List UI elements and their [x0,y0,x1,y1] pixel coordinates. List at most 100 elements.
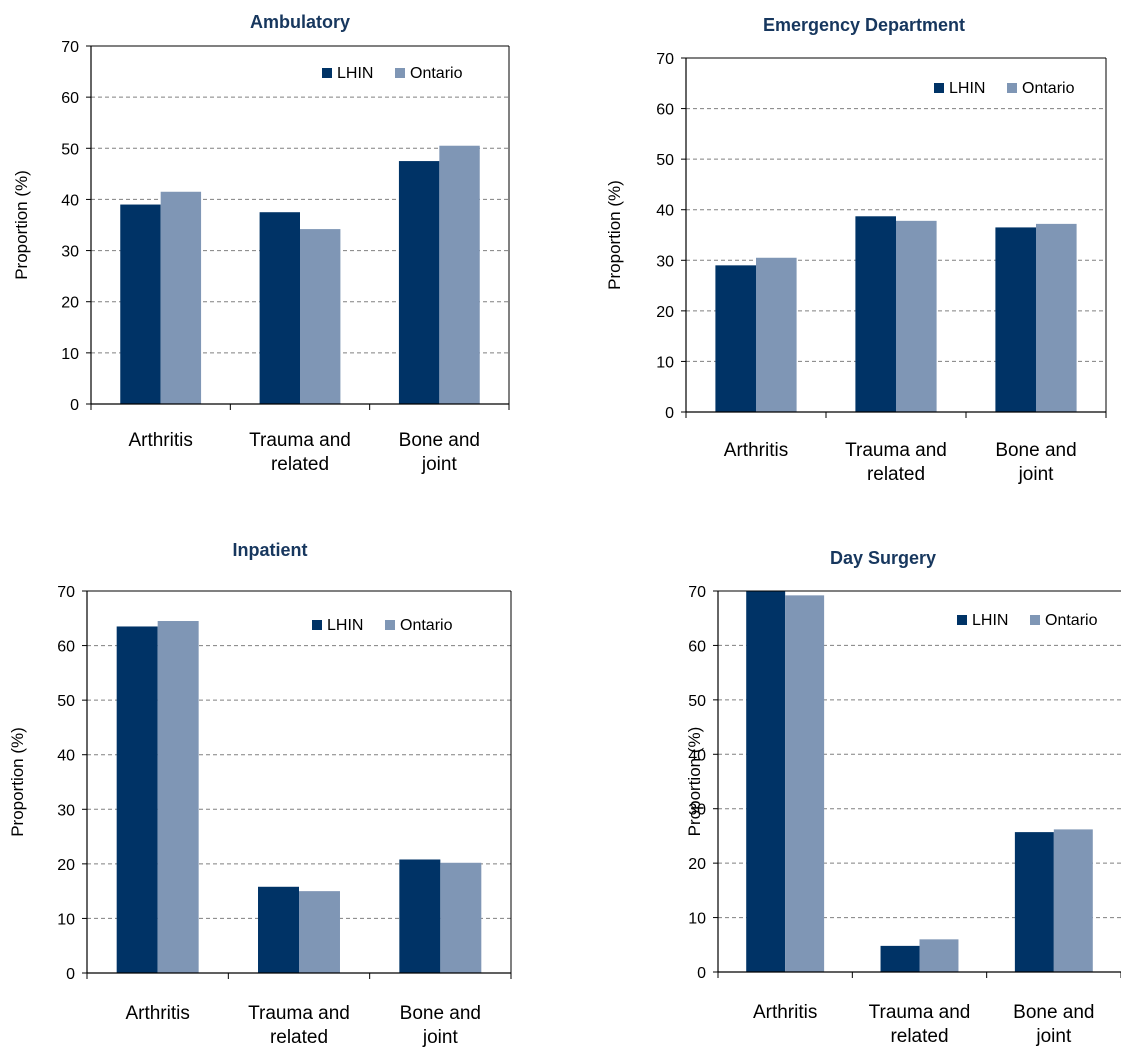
bar-ontario-0 [157,621,199,973]
legend-swatch-ontario [395,68,405,78]
chart-title: Emergency Department [763,15,965,35]
legend-swatch-lhin [934,83,944,93]
x-category-label: Trauma and related [869,1002,971,1047]
legend-swatch-lhin [957,615,967,625]
x-category-label: Arthritis [125,1003,189,1024]
bar-ontario-2 [440,862,482,973]
x-category-label: Arthritis [128,430,192,451]
chart-3: Day Surgery Proportion (%) 0 10 20 30 40 50 60 70… [685,548,1121,1047]
y-tick-label: 70 [61,39,79,56]
bar-ontario-2 [1036,223,1077,412]
bar-lhin-1 [258,886,299,973]
legend-swatch-lhin [322,68,332,78]
y-axis-label: Proportion (%) [685,727,704,837]
y-tick-label: 0 [697,965,706,982]
y-tick-label: 50 [688,693,706,710]
y-tick-label: 70 [57,584,75,601]
chart-title: Inpatient [233,540,308,560]
bar-lhin-0 [715,265,756,412]
legend-label-ontario: Ontario [400,617,453,634]
x-category-label: Trauma and related [249,430,351,475]
y-tick-label: 60 [688,638,706,655]
bar-ontario-2 [439,145,480,404]
legend: LHIN Ontario [934,80,1075,97]
y-tick-label: 60 [57,639,75,656]
legend: LHIN Ontario [957,612,1098,629]
bar-lhin-1 [259,212,300,404]
y-tick-label: 60 [656,102,674,119]
y-tick-label: 20 [688,856,706,873]
chart-title: Day Surgery [830,548,936,568]
x-category-label: Bone and joint [995,440,1076,485]
y-tick-label: 60 [61,90,79,107]
legend-label-lhin: LHIN [327,617,363,634]
chart-1: Emergency Department Proportion (%) 0 10 20 3… [605,15,1107,485]
bar-lhin-0 [120,204,161,404]
y-tick-label: 50 [57,693,75,710]
y-tick-label: 20 [61,295,79,312]
legend-label-ontario: Ontario [1022,80,1075,97]
y-tick-label: 70 [688,584,706,601]
y-tick-label: 50 [61,141,79,158]
legend-swatch-lhin [312,620,322,630]
bar-lhin-0 [746,591,786,972]
y-axis-label: Proportion (%) [12,170,31,280]
y-axis-label: Proportion (%) [605,180,624,290]
y-tick-label: 10 [688,911,706,928]
x-category-label: Bone and joint [1013,1002,1094,1047]
legend-swatch-ontario [1007,83,1017,93]
legend-swatch-ontario [385,620,395,630]
y-tick-label: 40 [688,747,706,764]
y-tick-label: 10 [61,346,79,363]
x-category-label: Arthritis [753,1002,817,1023]
y-tick-label: 0 [665,405,674,422]
y-tick-label: 20 [57,857,75,874]
bar-lhin-2 [1014,832,1054,972]
legend: LHIN Ontario [322,65,463,82]
x-category-label: Bone and joint [400,1003,481,1048]
x-category-label: Bone and joint [399,430,480,475]
y-tick-label: 40 [61,192,79,209]
y-tick-label: 30 [656,253,674,270]
y-tick-label: 50 [656,152,674,169]
legend-label-lhin: LHIN [337,65,373,82]
bar-ontario-0 [756,257,797,412]
y-tick-label: 10 [656,354,674,371]
bar-lhin-0 [116,626,158,973]
chart-0: Ambulatory Proportion (%) 0 10 20 30 40 50 60 70 A… [12,12,510,475]
bar-lhin-2 [995,227,1036,412]
chart-2: Inpatient Proportion (%) 0 10 20 30 40 50 60 70 Ar… [8,540,512,1048]
legend-swatch-ontario [1030,615,1040,625]
y-tick-label: 30 [61,244,79,261]
y-tick-label: 0 [70,397,79,414]
legend-label-lhin: LHIN [972,612,1008,629]
bar-ontario-2 [1053,829,1093,972]
legend-label-ontario: Ontario [410,65,463,82]
legend-label-ontario: Ontario [1045,612,1098,629]
y-tick-label: 0 [66,966,75,983]
y-tick-label: 40 [57,748,75,765]
y-axis-label: Proportion (%) [8,727,27,837]
bar-ontario-1 [896,220,937,412]
bar-ontario-1 [919,939,959,972]
y-tick-label: 10 [57,911,75,928]
bar-ontario-0 [160,191,202,404]
chart-title: Ambulatory [250,12,350,32]
bar-lhin-2 [399,859,441,973]
bar-ontario-1 [300,229,341,404]
bar-lhin-1 [855,216,896,412]
x-category-label: Trauma and related [248,1003,350,1048]
y-tick-label: 20 [656,304,674,321]
bar-ontario-1 [299,891,340,973]
bar-lhin-2 [398,161,440,404]
bar-lhin-1 [880,945,920,972]
y-tick-label: 30 [57,802,75,819]
y-tick-label: 70 [656,51,674,68]
legend-label-lhin: LHIN [949,80,985,97]
x-category-label: Trauma and related [845,440,947,485]
legend: LHIN Ontario [312,617,453,634]
y-tick-label: 30 [688,802,706,819]
bar-ontario-0 [785,595,825,972]
x-category-label: Arthritis [724,440,788,461]
